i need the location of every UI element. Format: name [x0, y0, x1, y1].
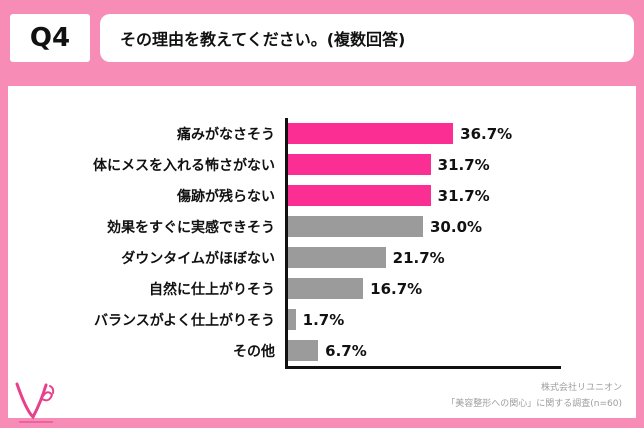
- header: Q4 その理由を教えてください。(複数回答): [10, 14, 634, 62]
- chart-category-label: 傷跡が残らない: [177, 188, 275, 205]
- chart-plot-cell: 6.7%: [285, 335, 636, 366]
- chart-card: 痛みがなさそう 36.7% 体にメスを入れる怖さがない 31.7% 傷跡が残らない 31.…: [8, 86, 636, 418]
- chart-bar: [288, 123, 454, 144]
- chart-bar: [288, 278, 364, 299]
- chart-category-label: 痛みがなさそう: [177, 126, 275, 143]
- chart-category-label: 体にメスを入れる怖さがない: [93, 157, 275, 174]
- footer-survey: 「美容整形への関心」に関する調査(n=60): [446, 398, 622, 409]
- chart-value-label: 1.7%: [302, 310, 345, 329]
- chart-category-label: その他: [233, 343, 275, 360]
- chart-bar: [288, 247, 386, 268]
- chart-plot-cell: 36.7%: [285, 118, 636, 149]
- chart-row: その他 6.7%: [8, 335, 636, 366]
- footer-company: 株式会社リユニオン: [540, 383, 622, 394]
- chart-row: 体にメスを入れる怖さがない 31.7%: [8, 149, 636, 180]
- chart-value-label: 21.7%: [392, 248, 445, 267]
- company-logo: [15, 382, 55, 423]
- chart-row: バランスがよく仕上がりそう 1.7%: [8, 304, 636, 335]
- chart-row: 痛みがなさそう 36.7%: [8, 118, 636, 149]
- chart-category-label: バランスがよく仕上がりそう: [93, 312, 275, 329]
- footer-credit: 株式会社リユニオン 「美容整形への関心」に関する調査(n=60): [446, 381, 622, 412]
- chart-value-label: 16.7%: [370, 279, 423, 298]
- chart-plot-cell: 30.0%: [285, 211, 636, 242]
- chart-bar: [288, 216, 423, 237]
- chart-bar: [288, 154, 431, 175]
- chart-row: 効果をすぐに実感できそう 30.0%: [8, 211, 636, 242]
- chart-row: ダウンタイムがほぼない 21.7%: [8, 242, 636, 273]
- chart-plot-cell: 1.7%: [285, 304, 636, 335]
- chart-value-label: 30.0%: [430, 217, 483, 236]
- bar-chart: 痛みがなさそう 36.7% 体にメスを入れる怖さがない 31.7% 傷跡が残らない 31.…: [8, 118, 636, 369]
- chart-plot-cell: 16.7%: [285, 273, 636, 304]
- chart-bar: [288, 340, 319, 361]
- chart-row: 傷跡が残らない 31.7%: [8, 180, 636, 211]
- chart-category-label: 自然に仕上がりそう: [149, 281, 275, 298]
- question-text: その理由を教えてください。(複数回答): [100, 14, 634, 62]
- chart-bar: [288, 185, 431, 206]
- chart-value-label: 6.7%: [325, 341, 367, 360]
- chart-category-label: ダウンタイムがほぼない: [121, 250, 275, 267]
- chart-plot-cell: 21.7%: [285, 242, 636, 273]
- chart-category-label: 効果をすぐに実感できそう: [107, 219, 275, 236]
- chart-plot-cell: 31.7%: [285, 180, 636, 211]
- x-axis-line: [285, 366, 561, 369]
- chart-bar: [288, 309, 296, 330]
- question-number: Q4: [10, 14, 90, 62]
- chart-plot-cell: 31.7%: [285, 149, 636, 180]
- chart-value-label: 36.7%: [460, 124, 513, 143]
- chart-value-label: 31.7%: [437, 186, 490, 205]
- chart-row: 自然に仕上がりそう 16.7%: [8, 273, 636, 304]
- chart-value-label: 31.7%: [437, 155, 490, 174]
